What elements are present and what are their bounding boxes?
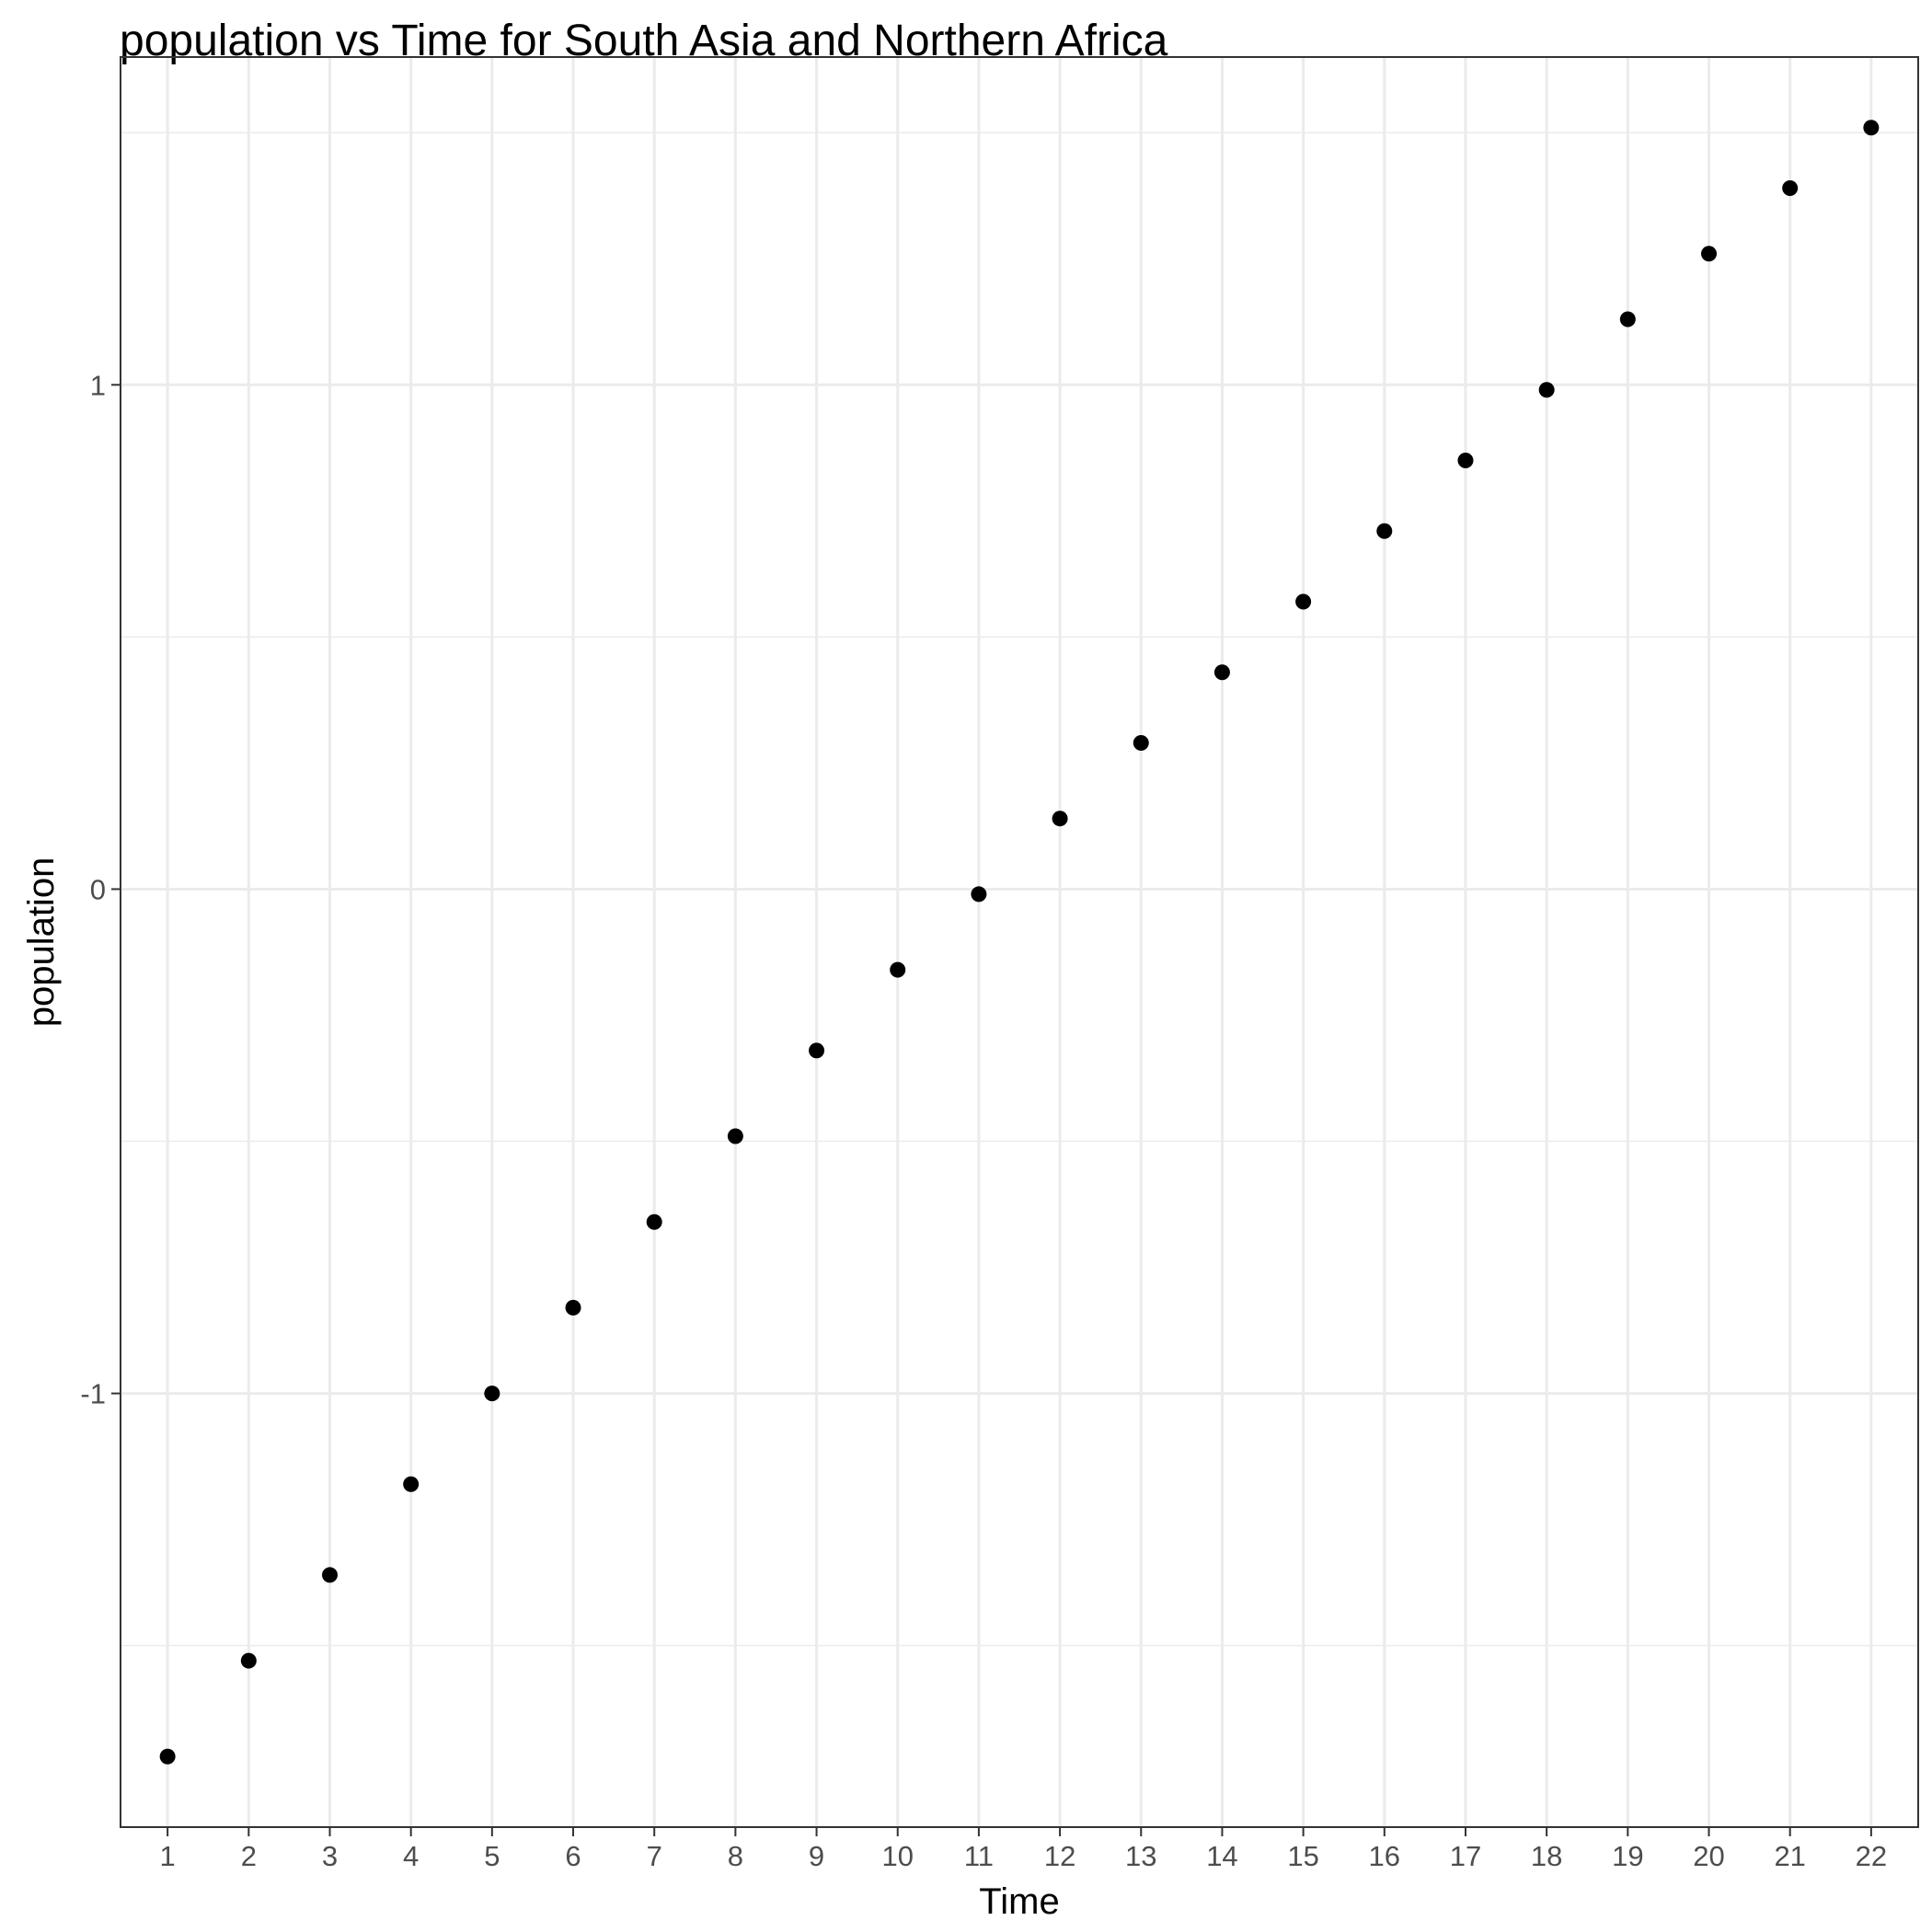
data-point xyxy=(727,1128,743,1144)
x-tick-label: 11 xyxy=(964,1840,994,1872)
x-tick-label: 18 xyxy=(1531,1840,1562,1872)
data-point xyxy=(565,1299,581,1316)
y-tick-label: 1 xyxy=(90,369,106,401)
data-point xyxy=(1295,593,1312,610)
x-tick-label: 4 xyxy=(403,1840,419,1872)
y-axis: -1 0 1 xyxy=(80,369,121,1410)
data-point xyxy=(1538,382,1555,398)
x-tick-label: 2 xyxy=(241,1840,257,1872)
x-tick-label: 22 xyxy=(1856,1840,1887,1872)
data-point xyxy=(1133,734,1149,751)
x-tick-label: 6 xyxy=(565,1840,581,1872)
data-point xyxy=(484,1386,500,1402)
data-point xyxy=(1863,120,1880,136)
x-tick-label: 7 xyxy=(647,1840,662,1872)
x-axis-title: Time xyxy=(979,1881,1059,1922)
x-tick-label: 21 xyxy=(1774,1840,1805,1872)
data-point xyxy=(321,1567,338,1583)
data-point xyxy=(1052,811,1068,827)
data-point xyxy=(646,1213,662,1230)
data-point xyxy=(240,1652,257,1669)
plot-panel-border xyxy=(120,56,1919,1828)
y-tick-label: 0 xyxy=(90,873,106,905)
x-tick-label: 10 xyxy=(881,1840,913,1872)
x-tick-label: 14 xyxy=(1206,1840,1237,1872)
grid-lines xyxy=(121,57,1918,1827)
x-tick-label: 13 xyxy=(1125,1840,1156,1872)
x-tick-label: 12 xyxy=(1044,1840,1075,1872)
data-point xyxy=(159,1748,176,1765)
data-point xyxy=(971,886,987,903)
data-point xyxy=(1457,453,1474,469)
x-tick-label: 9 xyxy=(809,1840,824,1872)
data-point xyxy=(1701,246,1718,262)
x-tick-label: 8 xyxy=(728,1840,743,1872)
y-tick-label: -1 xyxy=(80,1378,106,1410)
x-tick-label: 15 xyxy=(1287,1840,1318,1872)
x-tick-label: 5 xyxy=(484,1840,500,1872)
data-point xyxy=(1619,311,1636,328)
y-axis-title: population xyxy=(21,857,62,1028)
data-point xyxy=(809,1042,825,1059)
x-tick-label: 16 xyxy=(1369,1840,1400,1872)
data-point xyxy=(403,1476,420,1492)
data-point xyxy=(1376,523,1393,539)
x-tick-label: 20 xyxy=(1693,1840,1724,1872)
chart-title: population vs Time for South Asia and No… xyxy=(120,17,1168,65)
data-point xyxy=(890,961,906,978)
x-tick-label: 17 xyxy=(1450,1840,1481,1872)
x-tick-label: 19 xyxy=(1612,1840,1643,1872)
data-point xyxy=(1213,664,1230,681)
x-tick-label: 3 xyxy=(322,1840,338,1872)
data-points xyxy=(159,120,1880,1765)
x-tick-label: 1 xyxy=(160,1840,176,1872)
data-point xyxy=(1782,180,1799,197)
x-axis: 1 2 3 4 5 6 7 8 9 10 11 12 13 14 15 16 17 18 19 20 21 22 xyxy=(160,1827,1887,1872)
